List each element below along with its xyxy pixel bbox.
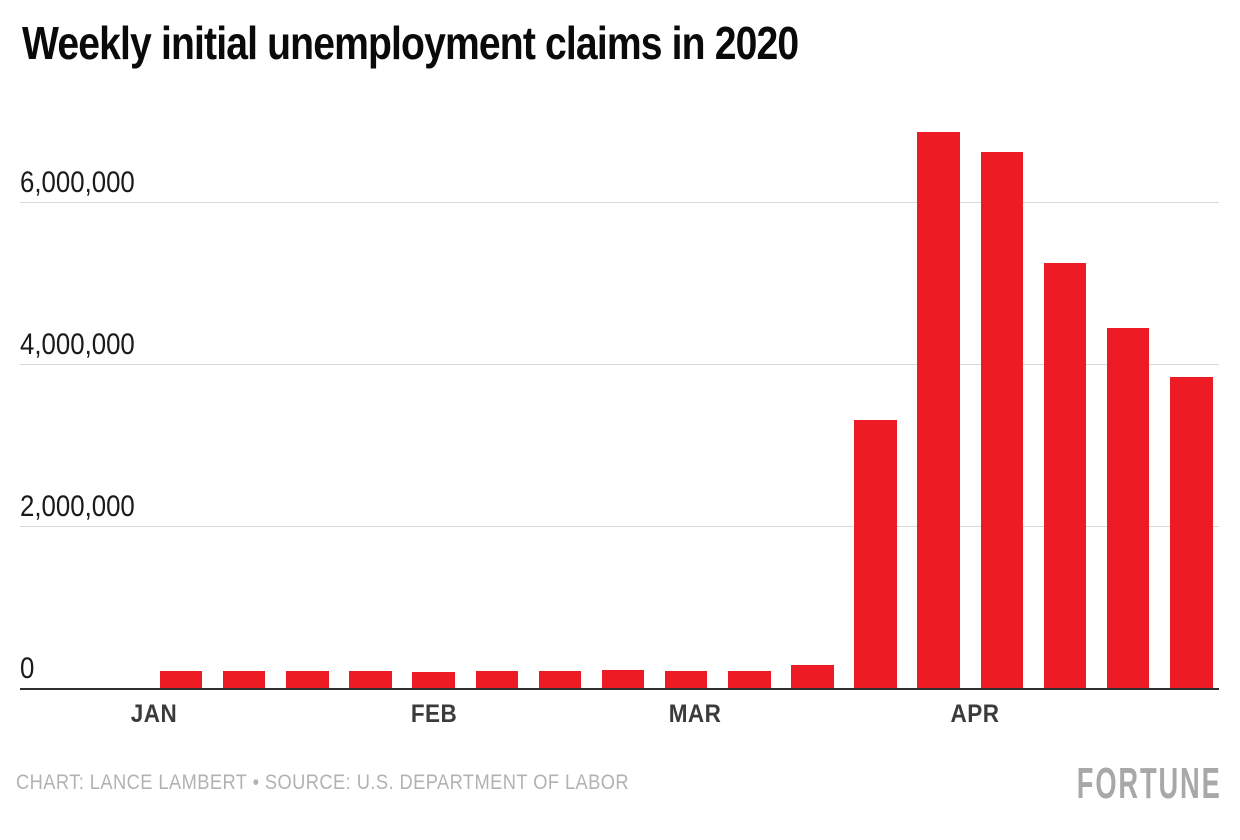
x-axis-line bbox=[20, 687, 1219, 690]
bar bbox=[664, 670, 708, 688]
x-axis-month-label: JAN bbox=[130, 700, 178, 728]
bar bbox=[1170, 377, 1213, 688]
bar bbox=[980, 152, 1024, 688]
y-axis-label: 6,000,000 bbox=[20, 166, 135, 199]
bar bbox=[538, 670, 582, 688]
bar bbox=[286, 670, 329, 688]
bar bbox=[1106, 328, 1150, 688]
bar bbox=[728, 670, 771, 688]
bar bbox=[1043, 263, 1087, 688]
bar bbox=[412, 671, 455, 688]
x-axis-month-label: APR bbox=[950, 700, 1000, 728]
x-axis-month-label: MAR bbox=[668, 700, 722, 728]
y-gridline bbox=[20, 525, 1219, 527]
chart-title: Weekly initial unemployment claims in 20… bbox=[22, 17, 799, 69]
fortune-logo: FORTUNE bbox=[1077, 759, 1222, 808]
bar bbox=[601, 670, 645, 688]
x-axis-month-label: FEB bbox=[410, 700, 457, 728]
bar bbox=[917, 131, 960, 688]
y-gridline bbox=[20, 201, 1219, 203]
bar bbox=[159, 670, 203, 688]
bar bbox=[222, 671, 266, 688]
y-axis-label: 0 bbox=[20, 652, 35, 685]
y-gridline bbox=[20, 363, 1219, 365]
y-axis-label: 4,000,000 bbox=[20, 328, 135, 361]
bar bbox=[475, 671, 518, 688]
bar bbox=[854, 420, 897, 688]
bar bbox=[791, 665, 834, 688]
y-axis-label: 2,000,000 bbox=[20, 490, 135, 523]
bar bbox=[349, 670, 392, 688]
chart-byline: CHART: LANCE LAMBERT • SOURCE: U.S. DEPA… bbox=[16, 771, 630, 794]
